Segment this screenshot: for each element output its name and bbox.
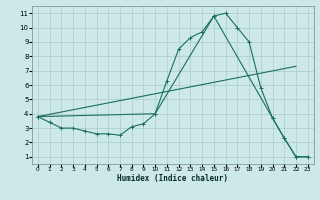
X-axis label: Humidex (Indice chaleur): Humidex (Indice chaleur) <box>117 174 228 183</box>
